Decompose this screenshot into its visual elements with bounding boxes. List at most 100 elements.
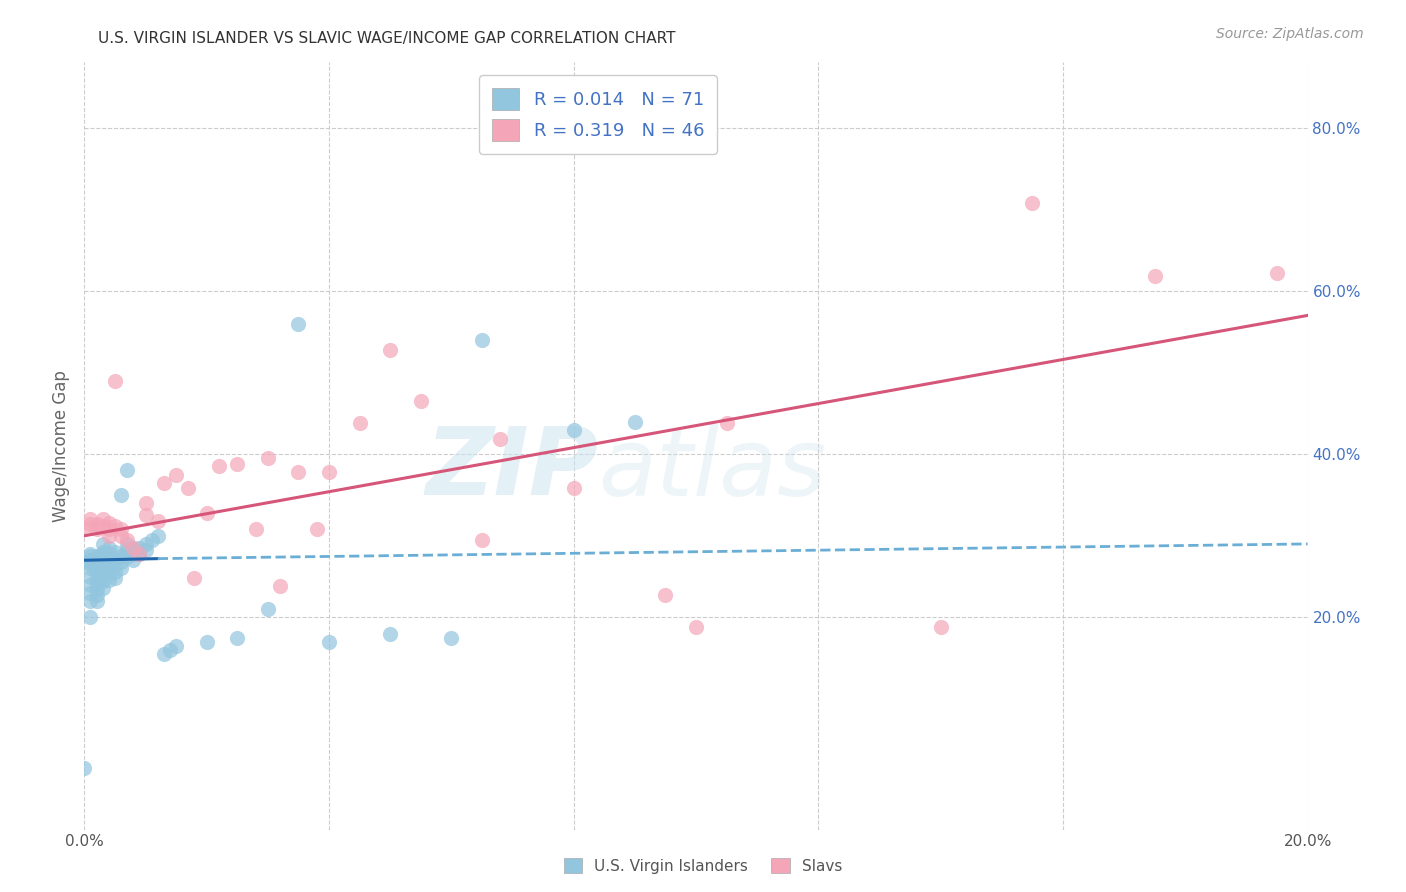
- Point: [79, 547, 101, 561]
- Point: [318, 465, 340, 479]
- Point: [104, 519, 127, 533]
- Point: [97, 547, 120, 561]
- Point: [79, 553, 101, 567]
- Point: [1265, 266, 1288, 280]
- Text: ZIP: ZIP: [425, 423, 598, 515]
- Point: [177, 482, 200, 496]
- Point: [79, 512, 101, 526]
- Point: [97, 529, 120, 543]
- Point: [79, 549, 101, 564]
- Point: [86, 566, 108, 580]
- Point: [128, 547, 150, 561]
- Point: [208, 459, 231, 474]
- Point: [165, 467, 187, 482]
- Point: [73, 761, 96, 775]
- Point: [269, 579, 291, 593]
- Point: [685, 620, 707, 634]
- Point: [380, 626, 402, 640]
- Point: [440, 631, 463, 645]
- Point: [287, 317, 309, 331]
- Point: [128, 541, 150, 555]
- Legend: U.S. Virgin Islanders, Slavs: U.S. Virgin Islanders, Slavs: [558, 852, 848, 880]
- Point: [1021, 195, 1043, 210]
- Point: [165, 639, 187, 653]
- Point: [104, 571, 127, 585]
- Point: [86, 571, 108, 585]
- Point: [97, 522, 120, 536]
- Point: [146, 514, 169, 528]
- Point: [128, 547, 150, 561]
- Point: [91, 547, 114, 561]
- Point: [79, 594, 101, 608]
- Point: [91, 568, 114, 582]
- Point: [86, 576, 108, 591]
- Point: [79, 610, 101, 624]
- Point: [104, 545, 127, 559]
- Point: [79, 520, 101, 534]
- Point: [305, 522, 328, 536]
- Point: [257, 602, 280, 616]
- Point: [110, 522, 132, 536]
- Point: [929, 620, 952, 634]
- Point: [153, 475, 176, 490]
- Point: [79, 561, 101, 575]
- Point: [562, 482, 585, 496]
- Point: [115, 549, 138, 564]
- Point: [257, 451, 280, 466]
- Point: [86, 522, 108, 536]
- Point: [79, 586, 101, 600]
- Point: [153, 647, 176, 661]
- Point: [115, 533, 138, 547]
- Point: [86, 516, 108, 531]
- Point: [409, 394, 432, 409]
- Point: [110, 529, 132, 543]
- Point: [115, 543, 138, 558]
- Point: [97, 573, 120, 587]
- Point: [122, 541, 145, 555]
- Point: [86, 594, 108, 608]
- Point: [624, 415, 647, 429]
- Point: [86, 582, 108, 596]
- Point: [122, 541, 145, 555]
- Point: [97, 516, 120, 530]
- Point: [349, 416, 371, 430]
- Point: [110, 555, 132, 569]
- Point: [380, 343, 402, 357]
- Point: [86, 553, 108, 567]
- Point: [122, 547, 145, 561]
- Point: [97, 541, 120, 555]
- Point: [91, 512, 114, 526]
- Point: [318, 635, 340, 649]
- Point: [141, 533, 163, 547]
- Point: [562, 423, 585, 437]
- Point: [86, 549, 108, 564]
- Text: atlas: atlas: [598, 424, 827, 515]
- Point: [110, 549, 132, 564]
- Point: [135, 543, 157, 558]
- Point: [91, 555, 114, 569]
- Point: [110, 488, 132, 502]
- Point: [97, 553, 120, 567]
- Point: [122, 553, 145, 567]
- Point: [716, 416, 738, 430]
- Point: [135, 508, 157, 523]
- Point: [91, 519, 114, 533]
- Point: [86, 561, 108, 575]
- Point: [86, 588, 108, 602]
- Point: [1143, 269, 1166, 284]
- Point: [471, 533, 494, 547]
- Point: [226, 457, 249, 471]
- Point: [287, 465, 309, 479]
- Y-axis label: Wage/Income Gap: Wage/Income Gap: [52, 370, 70, 522]
- Point: [104, 565, 127, 579]
- Point: [86, 558, 108, 572]
- Point: [79, 578, 101, 592]
- Point: [471, 333, 494, 347]
- Text: Source: ZipAtlas.com: Source: ZipAtlas.com: [1216, 27, 1364, 41]
- Point: [146, 529, 169, 543]
- Point: [489, 433, 512, 447]
- Point: [195, 506, 218, 520]
- Point: [135, 537, 157, 551]
- Point: [97, 559, 120, 574]
- Point: [110, 561, 132, 575]
